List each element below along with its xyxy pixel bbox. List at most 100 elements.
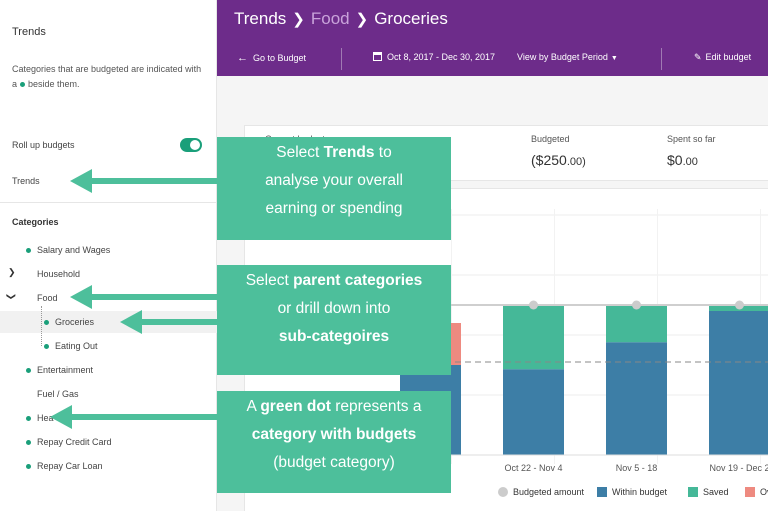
callout-bold: green dot xyxy=(260,398,331,415)
green-dot-icon xyxy=(20,81,26,87)
category-item[interactable]: Hea xyxy=(26,411,54,425)
view-by-label: View by Budget Period xyxy=(517,52,608,62)
crumb-food[interactable]: Food xyxy=(310,9,350,28)
category-item[interactable]: Eating Out xyxy=(44,339,98,353)
sidebar-divider xyxy=(0,202,217,203)
category-item[interactable]: Entertainment xyxy=(26,363,93,377)
toolbar-divider xyxy=(661,48,662,70)
date-range-button[interactable]: Oct 8, 2017 - Dec 30, 2017 xyxy=(373,52,495,62)
category-item[interactable]: Household xyxy=(37,267,80,281)
tree-connector xyxy=(41,306,42,346)
callout-bold: category with budgets xyxy=(251,426,417,443)
legend-marker xyxy=(597,487,607,497)
x-tick-label: Nov 5 - 18 xyxy=(616,463,658,473)
bar-within-budget xyxy=(709,311,768,455)
crumb-groceries: Groceries xyxy=(374,9,448,28)
page-header: Trends ❯ Food ❯ Groceries ← Go to Budget Oct … xyxy=(217,0,768,76)
category-label: Entertainment xyxy=(37,365,94,375)
budgeted-value: ($250.00) xyxy=(531,152,586,168)
spent-value-cents: .00 xyxy=(682,156,698,168)
budgeted-value-cents: .00) xyxy=(566,156,586,168)
category-label: Groceries xyxy=(55,317,95,327)
edit-budget-button[interactable]: ✎ Edit budget xyxy=(694,52,751,63)
caret-down-icon: ▼ xyxy=(610,55,618,62)
callout-text: to xyxy=(374,144,392,161)
callout-parent-categories: Select parent categories or drill down i… xyxy=(217,265,451,375)
sidebar-trends-link[interactable]: Trends xyxy=(12,176,40,186)
view-by-dropdown[interactable]: View by Budget Period ▼ xyxy=(517,52,618,62)
x-tick-label: Oct 22 - Nov 4 xyxy=(504,463,562,473)
legend-marker xyxy=(745,487,755,497)
category-label: Eating Out xyxy=(55,341,98,351)
legend-label: Over xyxy=(760,487,768,497)
sidebar-title: Trends xyxy=(12,26,46,38)
crumb-trends[interactable]: Trends xyxy=(234,9,287,28)
bar-within-budget xyxy=(606,342,667,455)
callout-text: A xyxy=(246,398,261,415)
date-range-label: Oct 8, 2017 - Dec 30, 2017 xyxy=(387,52,496,62)
budgeted-value-main: ($250 xyxy=(531,152,567,168)
budget-point xyxy=(735,300,744,310)
chevron-right-icon: ❯ xyxy=(355,11,369,28)
category-item[interactable]: Food xyxy=(37,291,58,305)
chevron-right-icon[interactable]: ❯ xyxy=(8,267,16,277)
x-tick-label: Nov 19 - Dec 2 xyxy=(709,463,768,473)
pencil-icon: ✎ xyxy=(694,52,702,62)
budget-dot-icon xyxy=(44,320,49,326)
edit-budget-label: Edit budget xyxy=(705,52,752,62)
callout-bold: parent categories xyxy=(293,272,423,289)
callout-text: Select xyxy=(245,272,294,289)
category-item[interactable]: Repay Credit Card xyxy=(26,435,112,449)
breadcrumb: Trends ❯ Food ❯ Groceries xyxy=(234,9,448,29)
bar-saved xyxy=(606,305,667,343)
category-item[interactable]: Groceries xyxy=(44,315,94,329)
category-label: Household xyxy=(37,269,81,279)
toolbar: ← Go to Budget Oct 8, 2017 - Dec 30, 2017… xyxy=(217,44,768,72)
category-label: Repay Credit Card xyxy=(37,437,112,447)
callout-text: (budget category) xyxy=(273,454,395,471)
go-to-budget-button[interactable]: ← Go to Budget xyxy=(237,52,306,64)
category-item[interactable]: Salary and Wages xyxy=(26,243,110,257)
callout-green-dot: A green dot represents a category with b… xyxy=(217,391,451,493)
budget-dot-icon xyxy=(26,464,31,470)
chevron-right-icon: ❯ xyxy=(292,11,305,28)
budget-dot-icon xyxy=(26,416,31,422)
sidebar-description: Categories that are budgeted are indicat… xyxy=(12,62,208,92)
description-text-pre: Categories that are budgeted are indicat… xyxy=(12,64,202,89)
callout-trends: Select Trends to analyse your overall ea… xyxy=(217,137,451,240)
category-label: Hea xyxy=(37,413,54,423)
budget-point xyxy=(632,300,641,310)
callout-text: earning or spending xyxy=(265,200,403,217)
spent-value: $0.00 xyxy=(667,152,698,168)
budget-dot-icon xyxy=(44,344,49,350)
budget-dot-icon xyxy=(26,440,31,446)
toolbar-divider xyxy=(341,48,342,70)
callout-text: represents a xyxy=(330,398,422,415)
category-item[interactable]: Fuel / Gas xyxy=(37,387,79,401)
callout-bold: sub-categoires xyxy=(278,328,390,345)
category-item[interactable]: Repay Car Loan xyxy=(26,459,103,473)
category-label: Food xyxy=(37,293,58,303)
callout-text: analyse your overall xyxy=(265,172,403,189)
budget-point xyxy=(529,300,538,310)
legend-marker xyxy=(688,487,698,497)
bar-within-budget xyxy=(503,369,564,455)
legend-label: Saved xyxy=(703,487,729,497)
spent-label: Spent so far xyxy=(667,134,716,144)
legend-label: Budgeted amount xyxy=(513,487,585,497)
categories-heading: Categories xyxy=(12,217,59,227)
rollup-toggle[interactable] xyxy=(180,138,202,152)
category-label: Salary and Wages xyxy=(37,245,111,255)
chevron-down-icon[interactable]: ❯ xyxy=(6,292,17,301)
rollup-label: Roll up budgets xyxy=(12,140,75,150)
budget-dot-icon xyxy=(26,248,31,254)
arrow-left-icon: ← xyxy=(237,52,248,64)
callout-text: or drill down into xyxy=(277,300,391,317)
callout-text: Select xyxy=(276,144,324,161)
budgeted-label: Budgeted xyxy=(531,134,570,144)
selected-category-highlight xyxy=(0,311,217,333)
spent-value-main: $0 xyxy=(667,152,683,168)
legend-label: Within budget xyxy=(612,487,668,497)
description-text-post: beside them. xyxy=(28,79,80,89)
sidebar: Trends Categories that are budgeted are … xyxy=(0,0,217,511)
